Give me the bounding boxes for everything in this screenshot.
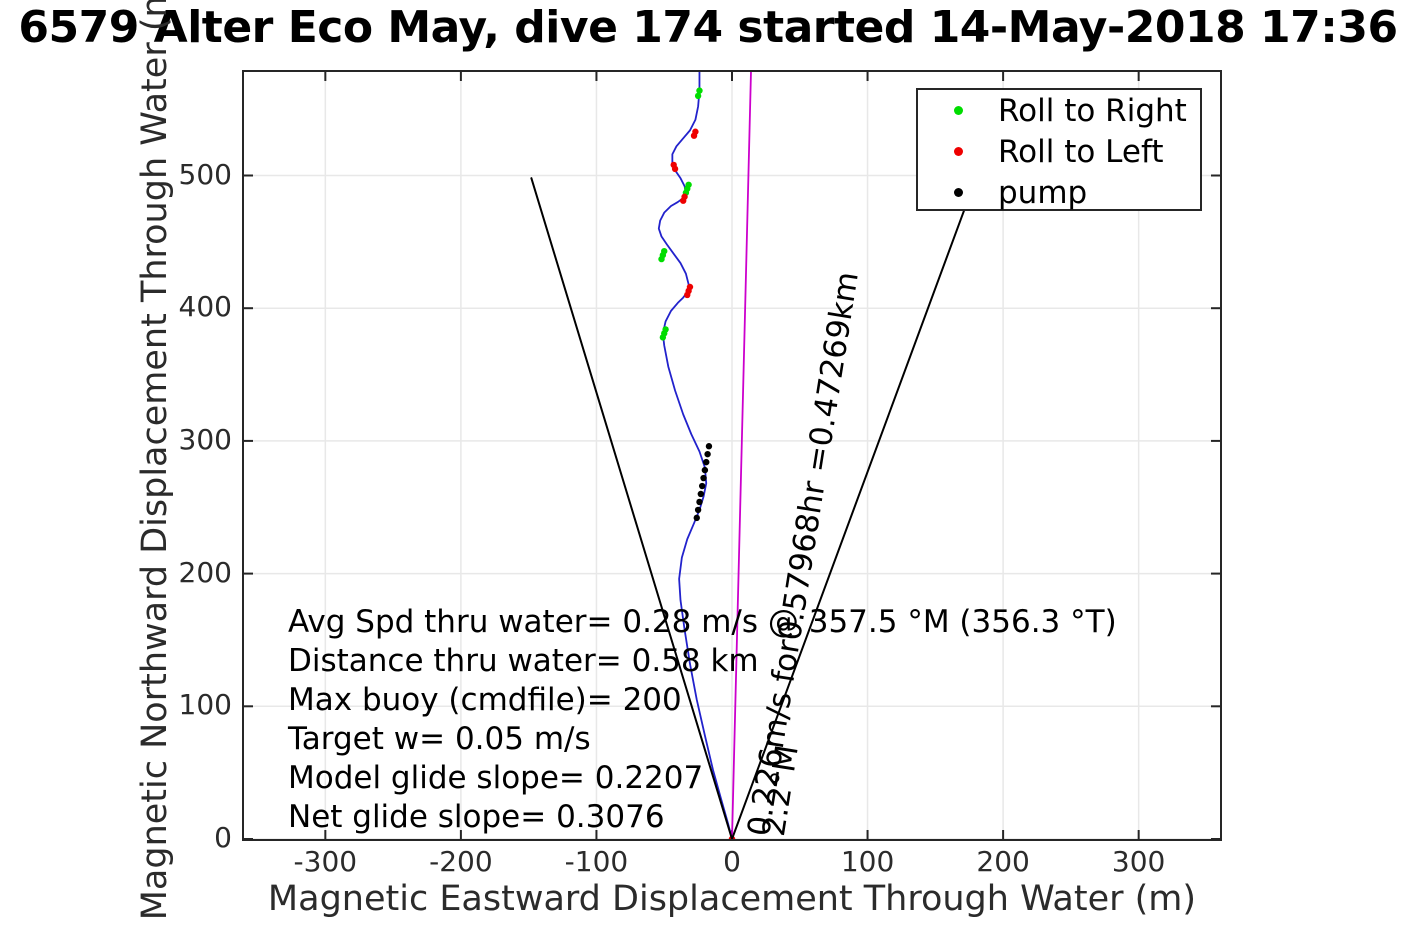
- y-tick-label: 100: [178, 688, 232, 722]
- series-marker-1: [694, 92, 702, 100]
- series-line-6: [731, 177, 977, 839]
- series-marker-3: [700, 474, 707, 482]
- legend-item-2[interactable]: pump: [918, 172, 1200, 213]
- legend-marker-pump: [954, 188, 963, 197]
- series-marker-2: [681, 193, 688, 200]
- legend-label-roll-to-left: Roll to Left: [998, 133, 1164, 170]
- series-marker-3: [694, 506, 702, 514]
- x-tick-label: 100: [840, 845, 895, 878]
- series-marker-3: [701, 466, 709, 474]
- series-marker-2: [670, 161, 677, 169]
- x-tick-label: 200: [976, 845, 1030, 878]
- y-tick-label: 200: [178, 555, 232, 589]
- series-line-0: [657, 72, 733, 839]
- y-tick-label: 300: [178, 422, 232, 456]
- series-marker-3: [698, 482, 706, 490]
- x-tick-label: -200: [429, 845, 493, 878]
- x-axis-label: Magnetic Eastward Displacement Through W…: [267, 879, 1197, 919]
- legend-item-1[interactable]: Roll to Left: [918, 131, 1200, 172]
- series-marker-3: [696, 498, 703, 506]
- y-axis-label-wrapper: Magnetic Northward Displacement Through …: [135, 0, 185, 925]
- chart-title: 6579 Alter Eco May, dive 174 started 14-…: [18, 2, 1398, 53]
- y-tick-label: 400: [178, 290, 232, 324]
- legend[interactable]: Roll to Right Roll to Left pump: [916, 88, 1202, 211]
- series-marker-3: [705, 443, 713, 450]
- legend-label-pump: pump: [998, 174, 1088, 211]
- legend-label-roll-to-right: Roll to Right: [998, 92, 1187, 129]
- series-marker-1: [661, 247, 668, 255]
- y-axis-label: Magnetic Northward Displacement Through …: [135, 0, 175, 921]
- legend-marker-roll-to-right: [954, 106, 963, 115]
- x-tick-label: -300: [293, 845, 358, 878]
- series-marker-1: [696, 87, 703, 94]
- series-marker-3: [697, 490, 705, 498]
- x-tick-label: 300: [1111, 845, 1166, 878]
- series-line-4: [731, 72, 752, 839]
- plot-canvas: [244, 72, 1220, 839]
- series-marker-2: [686, 283, 694, 291]
- legend-item-0[interactable]: Roll to Right: [918, 90, 1200, 131]
- legend-marker-roll-to-left: [954, 147, 963, 156]
- series-marker-2: [692, 128, 699, 135]
- series-marker-3: [704, 450, 711, 458]
- x-tick-label: -100: [564, 845, 629, 878]
- series-marker-1: [685, 181, 692, 188]
- x-tick-label: 0: [723, 845, 741, 878]
- series-marker-3: [693, 514, 700, 522]
- series-line-5: [530, 177, 733, 839]
- y-tick-label: 500: [178, 157, 232, 191]
- series-marker-3: [703, 458, 710, 466]
- series-marker-1: [662, 326, 669, 333]
- y-tick-label: 0: [214, 821, 232, 854]
